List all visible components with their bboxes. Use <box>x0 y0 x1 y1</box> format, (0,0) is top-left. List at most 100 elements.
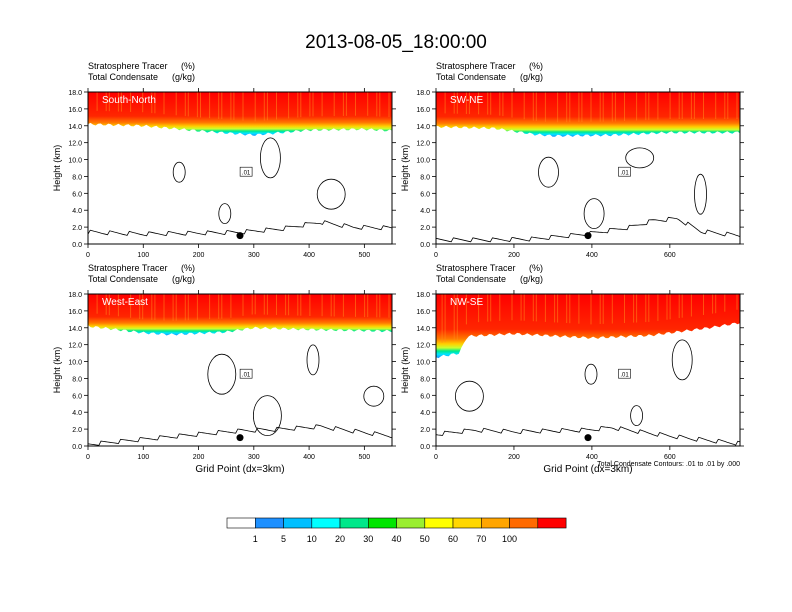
figure-title: 2013-08-05_18:00:00 <box>305 32 487 53</box>
panel-subtitle: Stratosphere Tracer <box>88 263 168 273</box>
y-tick-label: 14.0 <box>416 124 430 131</box>
x-tick-label: 100 <box>137 252 149 259</box>
panel-subtitle-unit: (%) <box>529 263 543 273</box>
colorbar-label: 70 <box>476 534 486 544</box>
colorbar-swatch <box>452 517 482 529</box>
x-tick-label: 0 <box>434 454 438 461</box>
y-tick-label: 12.0 <box>68 141 82 148</box>
y-tick-label: 8.0 <box>420 174 430 181</box>
contour-label: .01 <box>242 373 251 379</box>
x-tick-label: 600 <box>664 454 676 461</box>
y-tick-label: 10.0 <box>416 360 430 367</box>
y-tick-label: 16.0 <box>68 309 82 316</box>
x-tick-label: 400 <box>303 454 315 461</box>
condensate-contour <box>207 353 237 395</box>
y-tick-label: 2.0 <box>420 427 430 434</box>
panel-sw-ne: Stratosphere Tracer (%) Total Condensate (g… <box>400 61 744 259</box>
y-tick-label: 2.0 <box>420 225 430 232</box>
location-marker <box>236 434 244 442</box>
panel-name: NW-SE <box>450 297 483 308</box>
condensate-contour <box>630 405 643 427</box>
y-tick-label: 16.0 <box>416 107 430 114</box>
x-axis-label: Grid Point (dx=3km) <box>543 464 632 475</box>
contour-label: .01 <box>620 373 629 379</box>
y-tick-label: 4.0 <box>420 410 430 417</box>
panel-west-east: Stratosphere Tracer (%) Total Condensate (g… <box>52 263 396 475</box>
colorbar-label: 20 <box>335 534 345 544</box>
colorbar-swatch <box>311 517 341 529</box>
colorbar-label: 10 <box>307 534 317 544</box>
panel-subtitle-unit-2: (g/kg) <box>172 274 195 284</box>
y-tick-label: 14.0 <box>416 326 430 333</box>
panel-subtitle-unit-2: (g/kg) <box>520 72 543 82</box>
x-tick-label: 200 <box>508 252 520 259</box>
y-tick-label: 4.0 <box>72 208 82 215</box>
condensate-contour <box>584 363 598 385</box>
panel-frame <box>435 91 741 245</box>
condensate-contour <box>583 198 605 230</box>
location-marker <box>584 232 592 240</box>
colorbar-swatch <box>226 517 256 529</box>
x-tick-label: 600 <box>664 252 676 259</box>
y-tick-label: 12.0 <box>416 141 430 148</box>
colorbar-label: 30 <box>363 534 373 544</box>
colorbar-swatch <box>537 517 567 529</box>
panel-subtitle-2: Total Condensate <box>88 274 158 284</box>
contour-label-box <box>618 166 631 177</box>
y-tick-label: 0.0 <box>420 444 430 451</box>
y-tick-label: 0.0 <box>72 444 82 451</box>
colorbar-swatch <box>339 517 369 529</box>
colorbar-swatch <box>283 517 313 529</box>
x-tick-label: 200 <box>193 252 205 259</box>
y-tick-label: 10.0 <box>68 158 82 165</box>
colorbar-swatch <box>396 517 426 529</box>
x-tick-label: 400 <box>586 252 598 259</box>
panel-subtitle-2: Total Condensate <box>436 72 506 82</box>
y-axis-label: Height (km) <box>400 145 410 192</box>
x-tick-label: 0 <box>86 252 90 259</box>
colorbar-swatch <box>480 517 510 529</box>
colorbar-label: 40 <box>391 534 401 544</box>
panel-subtitle-unit: (%) <box>529 61 543 71</box>
y-tick-label: 12.0 <box>416 343 430 350</box>
terrain-line <box>435 426 741 446</box>
condensate-contour <box>316 178 346 210</box>
colorbar-swatch <box>367 517 397 529</box>
condensate-contour <box>671 339 693 381</box>
y-tick-label: 2.0 <box>72 427 82 434</box>
y-tick-label: 0.0 <box>420 242 430 249</box>
condensate-contour <box>625 147 655 169</box>
panel-subtitle: Stratosphere Tracer <box>436 61 516 71</box>
x-tick-label: 200 <box>193 454 205 461</box>
colorbar-swatch <box>509 517 539 529</box>
panel-subtitle: Stratosphere Tracer <box>88 61 168 71</box>
colorbar-label: 60 <box>448 534 458 544</box>
y-tick-label: 6.0 <box>72 191 82 198</box>
y-axis-label: Height (km) <box>52 145 62 192</box>
panel-subtitle-2: Total Condensate <box>436 274 506 284</box>
condensate-contour <box>306 344 320 376</box>
terrain-line <box>87 424 393 446</box>
x-tick-label: 400 <box>586 454 598 461</box>
contour-label-box <box>239 166 253 177</box>
x-tick-label: 500 <box>359 252 371 259</box>
panel-subtitle-unit: (%) <box>181 263 195 273</box>
colorbar-label: 1 <box>253 534 258 544</box>
colorbar-swatch <box>255 517 284 529</box>
location-marker <box>236 232 244 240</box>
contour-label: .01 <box>620 171 629 177</box>
y-tick-label: 12.0 <box>68 343 82 350</box>
panel-south-north: Stratosphere Tracer (%) Total Condensate (g… <box>52 61 396 259</box>
y-tick-label: 8.0 <box>420 376 430 383</box>
panel-frame <box>87 91 393 245</box>
y-tick-label: 2.0 <box>72 225 82 232</box>
y-tick-label: 8.0 <box>72 174 82 181</box>
y-tick-label: 4.0 <box>72 410 82 417</box>
panel-subtitle-unit-2: (g/kg) <box>520 274 543 284</box>
panel-subtitle: Stratosphere Tracer <box>436 263 516 273</box>
panel-subtitle-unit-2: (g/kg) <box>172 72 195 82</box>
condensate-contour <box>538 156 559 188</box>
y-tick-label: 0.0 <box>72 242 82 249</box>
condensate-contour <box>363 385 385 407</box>
